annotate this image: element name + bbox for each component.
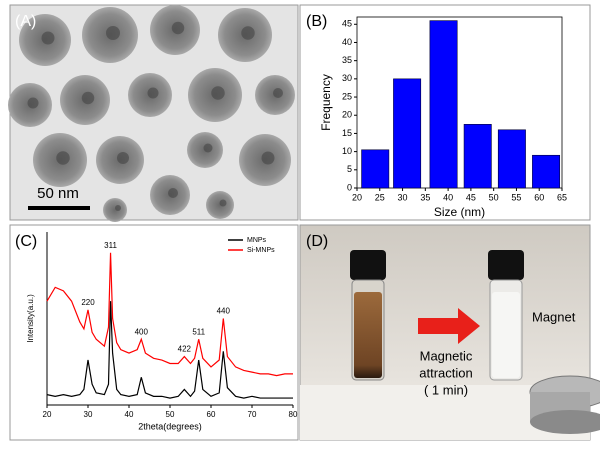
- particle-core: [117, 152, 129, 164]
- y-tick-label: 40: [342, 37, 352, 47]
- x-tick-label: 60: [207, 410, 216, 419]
- x-tick-label: 20: [352, 192, 362, 202]
- panel-label: (B): [306, 13, 327, 30]
- x-axis-label: 2theta(degrees): [138, 421, 202, 431]
- arrow-label: ( 1 min): [424, 382, 468, 397]
- bar: [393, 78, 422, 189]
- vial-photo: Magnetic attraction ( 1 min) Magnet (D): [299, 224, 600, 441]
- series-line: [46, 252, 293, 377]
- bar: [429, 20, 458, 189]
- y-tick-label: 25: [342, 91, 352, 101]
- x-axis-label: Size (nm): [434, 205, 485, 219]
- particle-core: [27, 97, 39, 109]
- x-tick-label: 80: [289, 410, 298, 419]
- x-tick-label: 30: [398, 192, 408, 202]
- peak-label: 511: [192, 327, 205, 336]
- particle-core: [168, 188, 178, 198]
- y-tick-label: 30: [342, 73, 352, 83]
- y-tick-label: 0: [347, 182, 352, 192]
- x-tick-label: 45: [466, 192, 476, 202]
- x-tick-label: 20: [43, 410, 52, 419]
- plot-frame: [356, 16, 563, 189]
- y-tick-label: 20: [342, 110, 352, 120]
- particle-core: [81, 91, 95, 105]
- scale-bar-label: 50 nm: [37, 185, 79, 202]
- x-tick-label: 40: [443, 192, 453, 202]
- peak-label: 422: [178, 345, 192, 354]
- x-tick-label: 65: [557, 192, 567, 202]
- bar: [361, 149, 390, 189]
- particle-core: [41, 31, 55, 45]
- panel-label: (A): [15, 13, 36, 30]
- magnet-label: Magnet: [532, 309, 576, 324]
- bar: [532, 154, 561, 189]
- x-tick-label: 30: [84, 410, 93, 419]
- panel-frame: [9, 224, 299, 441]
- y-tick-label: 5: [347, 164, 352, 174]
- particle-core: [273, 88, 283, 98]
- arrow-label: attraction: [419, 365, 472, 380]
- panel-label: (C): [15, 233, 37, 250]
- particle-core: [219, 199, 227, 207]
- nanoparticle: [206, 191, 234, 219]
- y-tick-label: 35: [342, 55, 352, 65]
- x-tick-label: 50: [166, 410, 175, 419]
- particle-core: [211, 86, 225, 100]
- peak-label: 440: [217, 307, 231, 316]
- particle-core: [261, 151, 275, 165]
- legend-label: Si-MNPs: [247, 247, 275, 254]
- x-tick-label: 70: [248, 410, 257, 419]
- particle-core: [147, 87, 159, 99]
- bar: [463, 124, 492, 189]
- y-tick-label: 10: [342, 146, 352, 156]
- y-tick-label: 45: [342, 19, 352, 29]
- x-tick-label: 60: [534, 192, 544, 202]
- x-tick-label: 55: [511, 192, 521, 202]
- peak-label: 311: [104, 241, 117, 250]
- arrow-label: Magnetic: [420, 348, 473, 363]
- y-tick-label: 15: [342, 128, 352, 138]
- y-axis-label: Frequency: [319, 74, 333, 131]
- particle-core: [56, 151, 70, 165]
- x-tick-label: 35: [420, 192, 430, 202]
- legend-label: MNPs: [247, 237, 267, 244]
- series-line: [46, 301, 293, 399]
- y-axis-label: Intensity(a.u.): [26, 294, 35, 343]
- nanoparticle: [103, 198, 127, 222]
- particle-core: [203, 143, 213, 153]
- particle-core: [106, 26, 120, 40]
- x-tick-label: 40: [125, 410, 134, 419]
- particle-core: [171, 21, 185, 35]
- x-tick-label: 25: [375, 192, 385, 202]
- particle-core: [115, 205, 121, 211]
- peak-label: 220: [81, 298, 95, 307]
- bar: [497, 129, 526, 189]
- tem-image: 50 nm (A): [8, 4, 299, 222]
- peak-label: 400: [135, 327, 149, 336]
- panel-label: (D): [306, 233, 328, 250]
- x-tick-label: 50: [489, 192, 499, 202]
- particle-core: [241, 26, 255, 40]
